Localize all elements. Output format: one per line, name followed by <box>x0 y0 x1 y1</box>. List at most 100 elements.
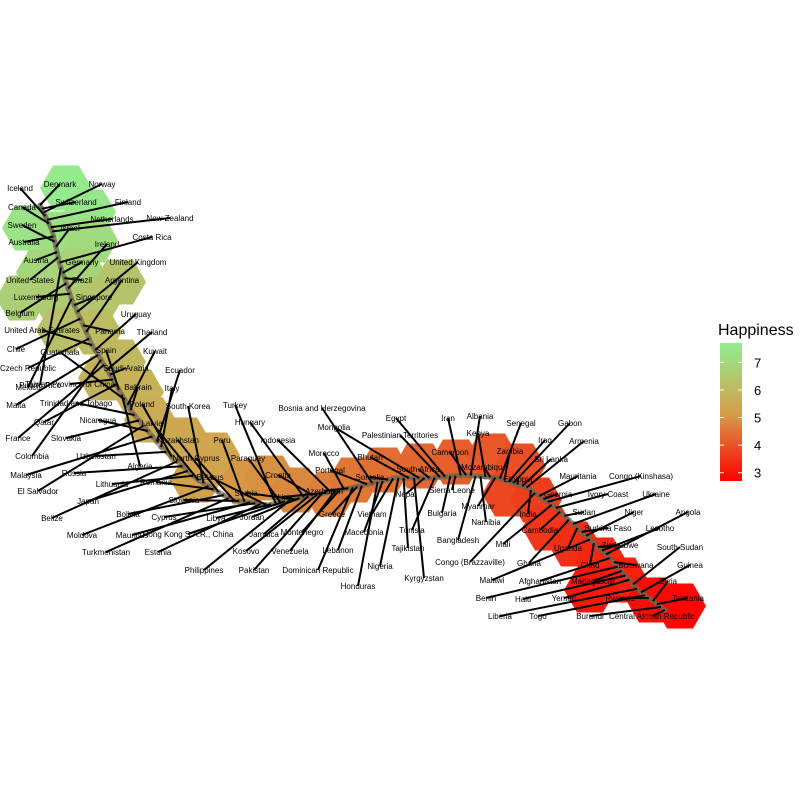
country-label: Norway <box>88 180 115 189</box>
leader-line <box>263 495 309 535</box>
country-label: Haiti <box>515 595 531 604</box>
leader-line <box>399 434 441 478</box>
leader-line <box>129 386 139 411</box>
country-label: Puerto Rico <box>19 381 61 390</box>
country-label: China <box>272 493 293 502</box>
leader-line <box>477 432 487 478</box>
country-label: Serbia <box>234 489 258 498</box>
country-label: Senegal <box>506 419 536 428</box>
country-label: Bosnia and Herzegovina <box>278 404 366 413</box>
country-label: Mali <box>496 540 511 549</box>
country-label: Sweden <box>8 221 37 230</box>
leader-line <box>21 224 56 243</box>
legend: Happiness 3 4 5 6 7 <box>718 322 794 481</box>
country-label: Ethiopia <box>504 475 533 484</box>
leader-line <box>94 313 137 351</box>
leader-line <box>35 251 58 261</box>
leader-line <box>25 435 153 476</box>
leader-line <box>43 183 103 214</box>
leader-line <box>483 466 492 478</box>
leader-line <box>247 457 282 503</box>
leader-line <box>251 497 300 518</box>
country-label: Cameroon <box>431 448 468 457</box>
country-label: Belize <box>41 514 63 523</box>
leader-line <box>498 422 522 479</box>
country-label: Ivory Coast <box>588 490 629 499</box>
leader-line <box>640 564 691 594</box>
leader-line <box>539 557 611 582</box>
country-label: Burundi <box>576 612 604 621</box>
leader-line <box>50 218 113 229</box>
country-label: Venezuela <box>271 547 309 556</box>
leader-line <box>163 502 256 518</box>
country-label: Hungary <box>235 418 265 427</box>
country-label: Madagascar <box>571 577 615 586</box>
country-label: Montenegro <box>281 528 324 537</box>
country-label: Malaysia <box>10 471 42 480</box>
leader-line <box>528 519 570 564</box>
country-label: Pakistan <box>239 566 270 575</box>
country-label: Myanmar <box>461 502 495 511</box>
country-label: Canada <box>8 203 37 212</box>
hexbin-tile <box>36 307 88 353</box>
leader-line <box>632 546 681 586</box>
country-label: Qatar <box>34 418 54 427</box>
leader-line <box>127 494 224 515</box>
leader-line <box>371 477 395 515</box>
country-label: Vietnam <box>357 510 387 519</box>
country-label: Luxembourg <box>14 293 58 302</box>
leader-line <box>82 324 111 332</box>
leader-line <box>65 419 140 439</box>
leader-line <box>357 481 379 587</box>
leader-line <box>73 296 95 307</box>
country-label: Georgia <box>544 490 573 499</box>
country-label: Kosovo <box>233 547 260 556</box>
leader-line <box>55 227 71 248</box>
country-label: Algeria <box>128 462 153 471</box>
leader-line <box>592 570 622 582</box>
leader-line <box>522 574 626 600</box>
leader-line <box>651 609 666 617</box>
country-label: Dominican Republic <box>282 566 353 575</box>
country-label: Taiwan Province of China <box>25 380 116 389</box>
country-label: Yemen <box>552 594 577 603</box>
country-label: Guinea <box>677 561 703 570</box>
country-label: Saudi Arabia <box>103 364 149 373</box>
country-label: Tajikistan <box>392 544 425 553</box>
country-label: Brazil <box>72 276 92 285</box>
hexbin-tile <box>654 583 706 629</box>
leader-line <box>17 364 105 439</box>
leader-line <box>585 511 635 537</box>
leader-line <box>87 469 189 502</box>
leader-line <box>155 481 214 491</box>
country-label: Italy <box>165 384 180 393</box>
leader-line <box>508 439 546 483</box>
country-label: Mozambique <box>461 463 507 472</box>
leader-line <box>441 476 452 514</box>
country-label: Ireland <box>95 240 119 249</box>
leader-line <box>477 477 497 507</box>
country-label: Bangladesh <box>437 536 479 545</box>
leader-line <box>605 511 689 556</box>
country-label: Bolivia <box>116 510 140 519</box>
country-label: Angola <box>676 508 701 517</box>
leader-line <box>85 279 123 333</box>
country-label: Slovakia <box>51 434 82 443</box>
country-label: Benin <box>476 594 496 603</box>
country-label: Zimbabwe <box>602 541 639 550</box>
leader-line <box>21 206 50 225</box>
leader-line <box>39 183 61 206</box>
leader-line <box>46 201 129 221</box>
leader-line <box>449 451 467 476</box>
leader-line <box>27 298 73 388</box>
country-label-layer: Denmark Switzerland Norway Iceland Finland Ca… <box>0 180 705 621</box>
leader-line <box>301 489 341 533</box>
country-label: Tanzania <box>672 594 705 603</box>
leader-line <box>395 417 446 478</box>
country-label: Rwanda <box>605 594 635 603</box>
leader-line <box>203 499 291 571</box>
country-label: Congo (Kinshasa) <box>609 472 673 481</box>
legend-tick-label: 5 <box>754 411 761 426</box>
country-label: Azerbaijan <box>305 487 343 496</box>
country-label: Indonesia <box>261 436 296 445</box>
